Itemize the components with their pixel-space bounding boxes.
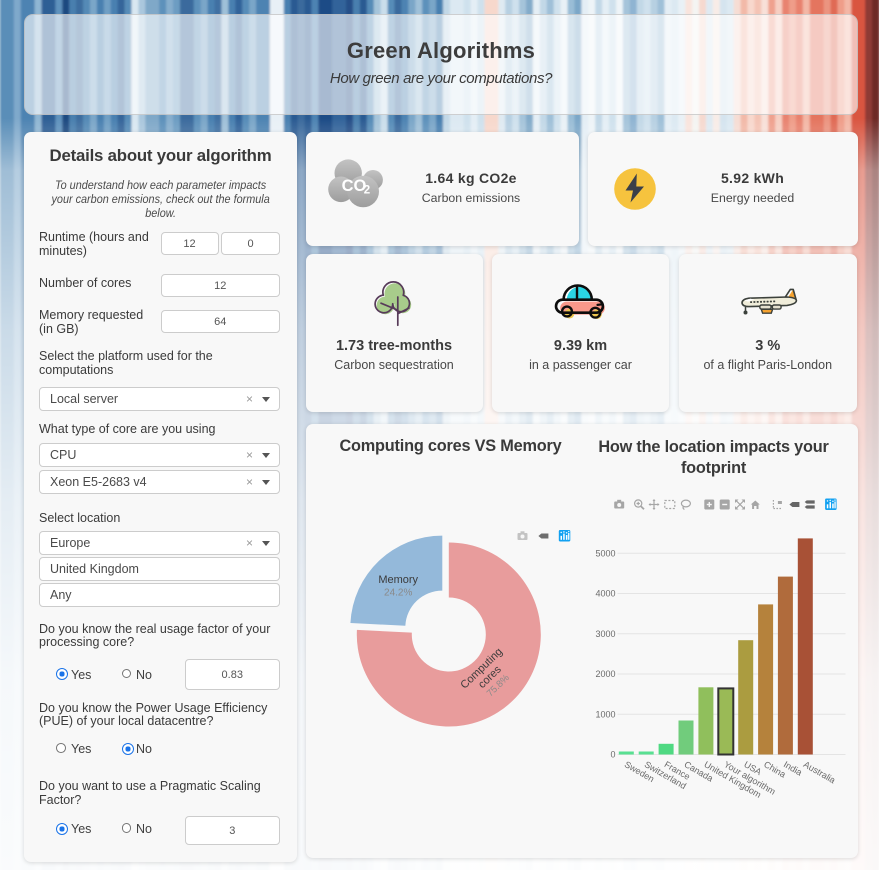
svg-text:CO: CO <box>341 176 366 194</box>
svg-text:4000: 4000 <box>595 589 615 599</box>
svg-text:5000: 5000 <box>595 549 615 559</box>
svg-text:2: 2 <box>363 184 369 196</box>
svg-text:2000: 2000 <box>595 669 615 679</box>
svg-text:Memory: Memory <box>378 574 418 586</box>
svg-text:0: 0 <box>610 750 615 760</box>
svg-text:3000: 3000 <box>595 629 615 639</box>
svg-text:1000: 1000 <box>595 710 615 720</box>
svg-text:24.2%: 24.2% <box>384 588 412 599</box>
svg-text:Australia: Australia <box>801 759 836 785</box>
svg-text:China: China <box>762 759 787 779</box>
